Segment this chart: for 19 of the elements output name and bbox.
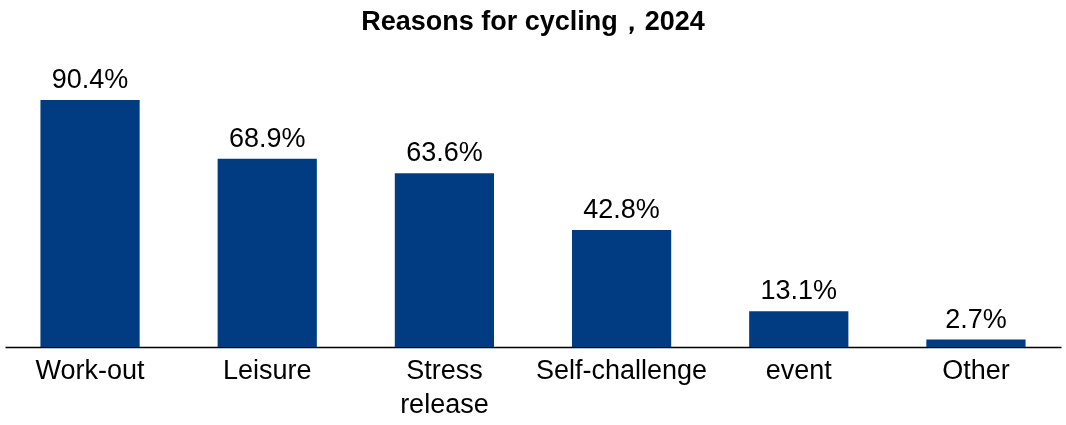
data-label: 42.8% [583, 194, 660, 225]
data-label: 13.1% [760, 275, 838, 306]
bar [749, 311, 849, 347]
chart-title: Reasons for cycling，2024 [361, 6, 705, 36]
x-tick-label: Work-out [35, 354, 146, 385]
x-tick-label: Leisure [222, 354, 312, 385]
bar [394, 173, 495, 347]
bar [217, 158, 317, 347]
data-label: 2.7% [945, 303, 1007, 334]
data-label: 68.9% [228, 122, 306, 153]
data-label: 63.6% [406, 137, 483, 168]
x-tick-label: Other [942, 354, 1010, 385]
x-tick-label: Stress release [400, 354, 489, 419]
x-tick-label: event [765, 354, 833, 385]
bar [40, 100, 140, 347]
bar [926, 339, 1026, 347]
bar [571, 230, 672, 347]
x-tick-label: Self-challenge [536, 354, 708, 385]
data-label: 90.4% [51, 64, 129, 94]
